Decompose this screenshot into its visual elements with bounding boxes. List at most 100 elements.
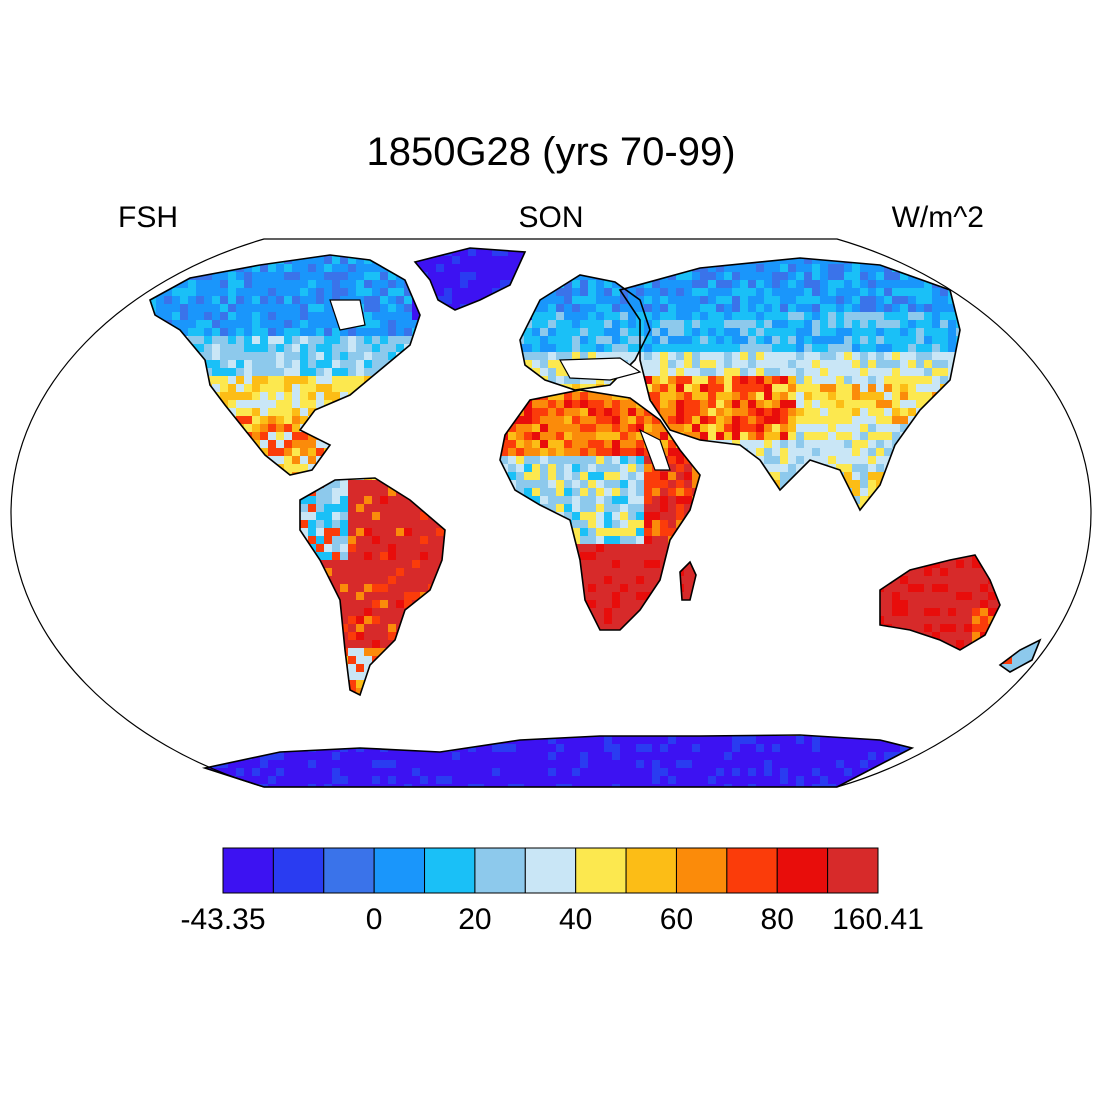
- field-cell: [604, 504, 612, 512]
- field-cell: [876, 360, 884, 368]
- field-cell: [308, 272, 316, 280]
- field-cell: [732, 384, 740, 392]
- field-cell: [308, 256, 316, 264]
- field-cell: [300, 256, 308, 264]
- field-cell: [1020, 280, 1028, 288]
- field-cell: [540, 456, 548, 464]
- field-cell: [252, 264, 260, 272]
- field-cell: [532, 496, 540, 504]
- field-cell: [988, 264, 996, 272]
- field-cell: [100, 248, 108, 256]
- field-cell: [900, 328, 908, 336]
- field-cell: [308, 336, 316, 344]
- field-cell: [852, 392, 860, 400]
- field-cell: [660, 440, 668, 448]
- field-cell: [284, 312, 292, 320]
- field-cell: [836, 408, 844, 416]
- field-cell: [988, 240, 996, 248]
- field-cell: [540, 488, 548, 496]
- field-cell: [844, 376, 852, 384]
- field-cell: [668, 352, 676, 360]
- field-cell: [196, 328, 204, 336]
- field-cell: [268, 352, 276, 360]
- field-cell: [260, 312, 268, 320]
- field-cell: [276, 360, 284, 368]
- field-cell: [812, 320, 820, 328]
- field-cell: [292, 296, 300, 304]
- field-cell: [356, 288, 364, 296]
- field-cell: [244, 280, 252, 288]
- field-cell: [668, 520, 676, 528]
- field-cell: [1052, 352, 1060, 360]
- field-cell: [820, 360, 828, 368]
- field-cell: [268, 328, 276, 336]
- field-cell: [1020, 296, 1028, 304]
- field-cell: [172, 248, 180, 256]
- field-cell: [580, 536, 588, 544]
- field-cell: [700, 280, 708, 288]
- field-cell: [612, 448, 620, 456]
- field-cell: [1052, 248, 1060, 256]
- variable-label: FSH: [118, 201, 178, 234]
- field-cell: [308, 320, 316, 328]
- field-cell: [764, 368, 772, 376]
- field-cell: [564, 376, 572, 384]
- field-cell: [708, 360, 716, 368]
- field-cell: [540, 432, 548, 440]
- field-cell: [332, 264, 340, 272]
- field-cell: [108, 304, 116, 312]
- field-cell: [780, 400, 788, 408]
- field-cell: [532, 312, 540, 320]
- field-cell: [292, 352, 300, 360]
- field-cell: [604, 336, 612, 344]
- field-cell: [188, 328, 196, 336]
- field-cell: [652, 504, 660, 512]
- field-cell: [428, 272, 436, 280]
- field-cell: [684, 472, 692, 480]
- field-cell: [788, 264, 796, 272]
- field-cell: [532, 416, 540, 424]
- field-cell: [812, 416, 820, 424]
- field-cell: [596, 400, 604, 408]
- field-cell: [588, 352, 596, 360]
- field-cell: [212, 272, 220, 280]
- field-cell: [332, 496, 340, 504]
- field-cell: [324, 496, 332, 504]
- field-cell: [868, 408, 876, 416]
- field-cell: [860, 336, 868, 344]
- field-cell: [236, 304, 244, 312]
- field-cell: [620, 328, 628, 336]
- field-cell: [548, 480, 556, 488]
- field-cell: [668, 312, 676, 320]
- field-cell: [644, 520, 652, 528]
- field-cell: [404, 288, 412, 296]
- field-cell: [188, 320, 196, 328]
- field-cell: [980, 280, 988, 288]
- field-cell: [1012, 248, 1020, 256]
- field-cell: [268, 264, 276, 272]
- field-cell: [332, 256, 340, 264]
- field-cell: [284, 360, 292, 368]
- field-cell: [380, 512, 388, 520]
- field-cell: [684, 400, 692, 408]
- field-cell: [820, 312, 828, 320]
- field-cell: [1012, 272, 1020, 280]
- field-cell: [908, 376, 916, 384]
- field-cell: [220, 376, 228, 384]
- field-cell: [676, 416, 684, 424]
- field-cell: [196, 248, 204, 256]
- field-cell: [316, 448, 324, 456]
- field-cell: [500, 248, 508, 256]
- field-cell: [372, 296, 380, 304]
- field-cell: [580, 400, 588, 408]
- field-cell: [364, 504, 372, 512]
- field-cell: [508, 448, 516, 456]
- field-cell: [260, 304, 268, 312]
- field-cell: [676, 448, 684, 456]
- field-cell: [1052, 256, 1060, 264]
- field-cell: [260, 296, 268, 304]
- field-cell: [884, 360, 892, 368]
- field-cell: [668, 480, 676, 488]
- field-cell: [332, 368, 340, 376]
- field-cell: [612, 280, 620, 288]
